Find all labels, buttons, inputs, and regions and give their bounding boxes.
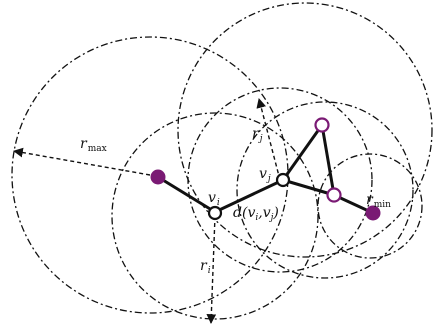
edge-vi-vj (213, 178, 285, 214)
radius-arrows (13, 98, 281, 324)
hollow-node-top (314, 117, 330, 133)
label-r-j: rj (252, 126, 263, 144)
range-circle-vj (187, 87, 373, 273)
labels: rmax rmin ri rj vi vj d(vi,vj) (80, 126, 391, 276)
vertex-vj (275, 172, 291, 188)
label-r-i: ri (200, 258, 211, 276)
nodes (150, 117, 381, 221)
edge-top-right (320, 123, 336, 197)
hollow-node-right (326, 187, 342, 203)
label-r-min: rmin (366, 192, 391, 210)
label-r-max: rmax (80, 136, 107, 154)
label-v-i: vi (208, 190, 220, 208)
range-circle-large-right (177, 2, 433, 258)
edges (156, 123, 375, 215)
edge-left-node-vi (156, 175, 217, 214)
filled-node-left (150, 169, 166, 185)
range-circles (11, 2, 433, 320)
label-distance: d(vi,vj) (233, 205, 279, 223)
edge-vj-right (281, 178, 336, 197)
r-max-arrow (13, 147, 151, 176)
vertex-vi (207, 205, 223, 221)
range-circle-small (317, 153, 423, 259)
filled-node-right (365, 205, 381, 221)
label-v-j: vj (259, 166, 271, 184)
edge-vj-top (281, 123, 324, 182)
range-circle-node-right (236, 101, 414, 279)
r-i-arrow (206, 215, 217, 324)
